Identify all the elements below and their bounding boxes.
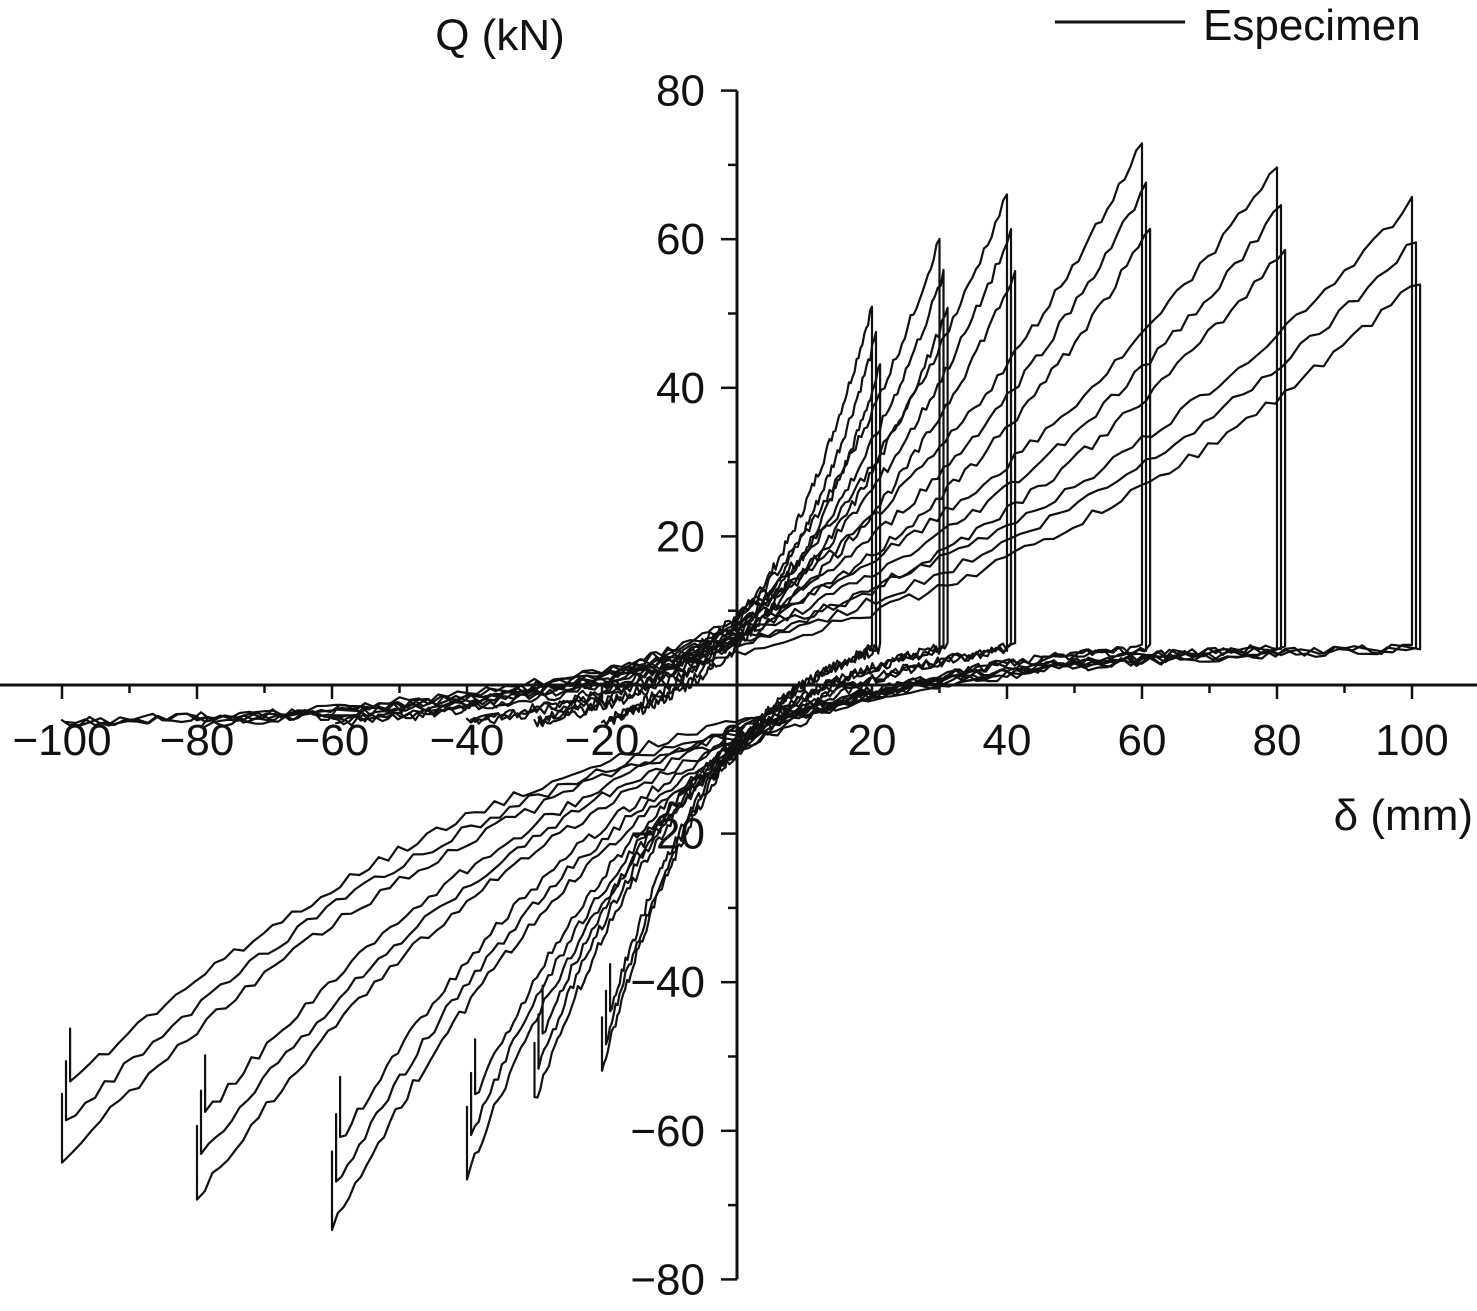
series-especimen-loop: [604, 330, 878, 1046]
y-axis-label: Q (kN): [435, 11, 565, 60]
series-especimen-loop: [541, 306, 949, 1035]
x-ticks: −100 −80 −60 −40 −20 0 20 40 60 80 100: [12, 685, 1449, 765]
series-especimen-loop: [339, 227, 1152, 1138]
series-especimen-loop: [64, 241, 1418, 1122]
series-especimen-loop: [199, 204, 1283, 1155]
y-tick-label: 80: [656, 67, 705, 116]
series-especimen-loop: [600, 305, 874, 1072]
x-tick-label: −80: [160, 716, 235, 765]
y-ticks: −80 −60 −40 −20 20 40 60 80: [630, 67, 737, 1304]
x-tick-label: −40: [430, 716, 505, 765]
legend: Especimen: [1055, 1, 1421, 50]
series-especimen-loop: [69, 283, 1422, 1083]
x-tick-label: −60: [295, 716, 370, 765]
series-layer: [60, 142, 1422, 1231]
y-tick-label: −40: [630, 958, 705, 1007]
y-tick-label: −80: [630, 1255, 705, 1304]
series-especimen-loop: [204, 248, 1287, 1113]
x-tick-label: 80: [1253, 716, 1302, 765]
x-tick-label: 40: [983, 716, 1032, 765]
y-tick-label: 40: [656, 364, 705, 413]
x-tick-label: 20: [848, 716, 897, 765]
legend-label-especimen: Especimen: [1203, 1, 1421, 50]
y-tick-label: −60: [630, 1107, 705, 1156]
x-axis-label: δ (mm): [1334, 791, 1473, 840]
series-especimen-loop: [335, 181, 1148, 1183]
series-especimen-loop: [470, 228, 1013, 1137]
x-tick-label: 100: [1375, 716, 1448, 765]
series-especimen-loop: [474, 270, 1017, 1096]
x-tick-label: −20: [565, 716, 640, 765]
series-especimen-loop: [537, 268, 945, 1070]
y-tick-label: 60: [656, 215, 705, 264]
y-tick-label: −20: [630, 810, 705, 859]
x-tick-label: 0: [721, 716, 745, 765]
x-tick-label: 60: [1118, 716, 1167, 765]
x-tick-label: −100: [12, 716, 111, 765]
y-tick-label: 20: [656, 512, 705, 561]
